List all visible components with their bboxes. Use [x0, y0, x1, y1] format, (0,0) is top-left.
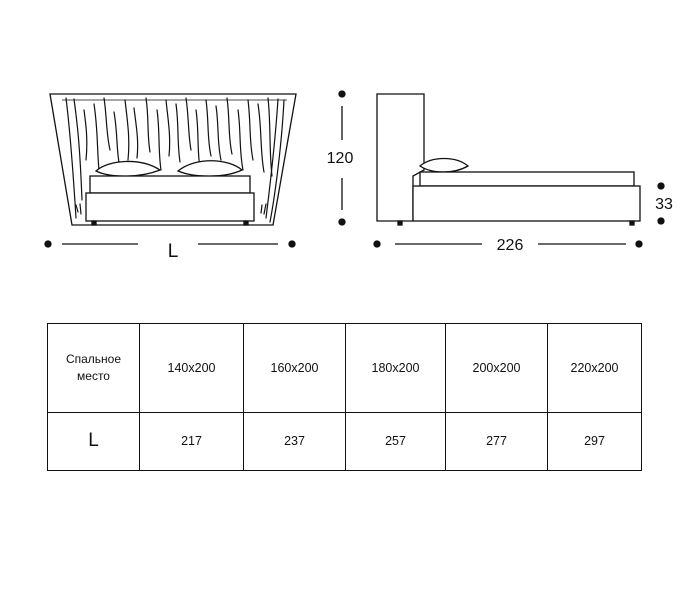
front-view-drawing	[49, 93, 297, 226]
front-dimension-line	[44, 240, 296, 248]
side-height-dimension	[338, 90, 346, 226]
right-foot	[243, 220, 249, 226]
side-headboard	[376, 93, 425, 222]
side-view-drawing	[376, 93, 641, 226]
side-foot-left	[397, 220, 403, 226]
side-length-label: 226	[497, 237, 524, 254]
size-cell: 200x200	[445, 323, 548, 413]
length-row: L 217 237 257 277 297	[47, 411, 642, 472]
length-cell: 297	[547, 411, 642, 472]
front-width-label: L	[168, 241, 179, 262]
side-mattress	[419, 171, 635, 187]
side-pillow	[418, 157, 470, 173]
length-cell: 237	[243, 411, 346, 472]
length-cell: 277	[445, 411, 548, 472]
size-row: Спальное место 140x200 160x200 180x200 2…	[47, 323, 642, 413]
sleeping-place-header-line1: Спальное	[65, 351, 122, 366]
side-height-label: 120	[327, 150, 354, 167]
pillows	[94, 160, 244, 177]
bed-base	[85, 192, 255, 222]
headboard-folds	[65, 97, 285, 223]
headboard-outline	[49, 93, 297, 226]
side-frame-height-label: 33	[655, 196, 673, 213]
size-cell: 220x200	[547, 323, 642, 413]
size-table: Спальное место 140x200 160x200 180x200 2…	[47, 323, 642, 472]
side-frame-height-dimension	[657, 182, 665, 225]
length-cell: 257	[345, 411, 446, 472]
bed-drawings: L 120 33 226	[44, 90, 673, 262]
size-cell: 140x200	[139, 323, 244, 413]
side-foot-right	[629, 220, 635, 226]
size-cell: 160x200	[243, 323, 346, 413]
length-cell: 217	[139, 411, 244, 472]
size-cell: 180x200	[345, 323, 446, 413]
sleeping-place-header-line2: место	[77, 368, 110, 383]
sleeping-place-header: Спальное место	[47, 323, 140, 413]
mattress	[89, 175, 251, 194]
left-foot	[91, 220, 97, 226]
length-row-label: L	[47, 411, 140, 472]
side-length-dimension	[373, 240, 643, 248]
side-base	[412, 185, 641, 222]
